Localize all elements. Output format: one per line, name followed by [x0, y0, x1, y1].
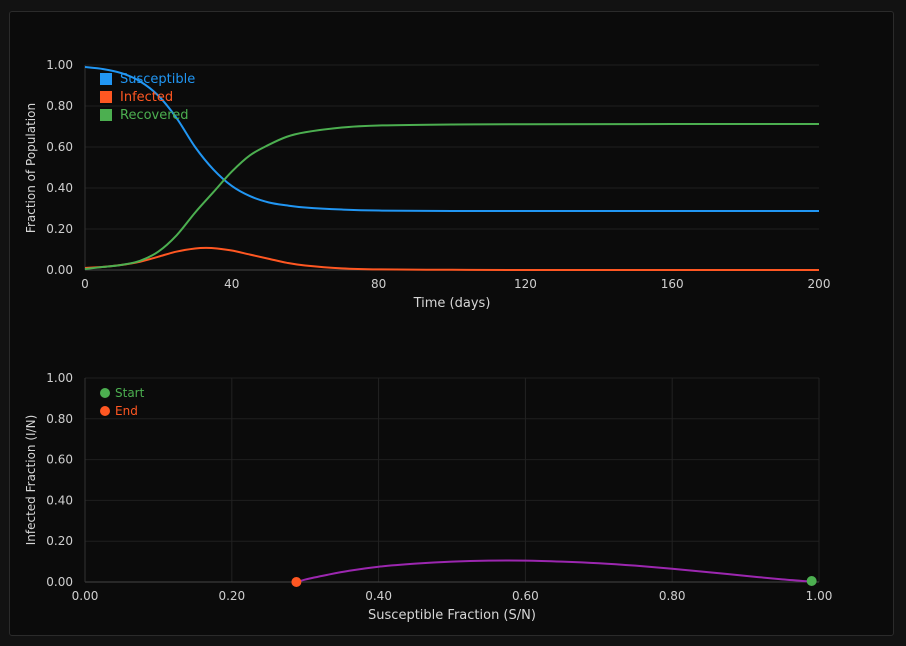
phase-plot-lines: [297, 559, 812, 583]
time-series-x-tick-label: 120: [514, 277, 537, 291]
phase-plot-x-ticks: 0.00 0.20 0.40 0.60 0.80 1.00: [72, 589, 833, 603]
series-line-infected: [84, 246, 820, 272]
phase-plot-y-tick-label: 0.80: [46, 412, 73, 426]
legend-label-end: End: [115, 404, 138, 418]
phase-plot-x-tick-label: 1.00: [806, 589, 833, 603]
time-series-x-tick-label: 40: [224, 277, 239, 291]
phase-plot-x-tick-label: 0.00: [72, 589, 99, 603]
series-line-trajectory: [297, 559, 812, 583]
phase-plot-x-tick-label: 0.20: [218, 589, 245, 603]
legend-swatch-susceptible: [100, 73, 112, 85]
time-series-x-tick-label: 160: [661, 277, 684, 291]
phase-plot-y-tick-label: 0.00: [46, 575, 73, 589]
time-series-chart: 0 40 80 120 160 200 0.000.200.400.600.801.00 …: [24, 58, 830, 311]
marker-end: [291, 577, 302, 587]
phase-plot-chart: 0.00 0.20 0.40 0.60 0.80 1.00 0.00 0.20 0.40 0.6…: [24, 371, 832, 623]
series-line-susceptible: [84, 66, 819, 212]
time-series-y-axis-title: Fraction of Population: [24, 103, 38, 233]
phase-plot-axes: [84, 378, 819, 583]
legend-label-recovered: Recovered: [120, 108, 189, 123]
time-series-y-tick-label: 0.80: [46, 99, 73, 113]
time-series-x-ticks: 0 40 80 120 160 200: [81, 277, 830, 291]
phase-plot-x-tick-label: 0.60: [512, 589, 539, 603]
phase-plot-legend[interactable]: Start End: [100, 386, 145, 418]
legend-marker-start: [100, 388, 110, 398]
phase-plot-x-tick-label: 0.40: [365, 589, 392, 603]
legend-swatch-infected: [100, 91, 112, 103]
time-series-y-tick-label: 1.00: [46, 58, 73, 72]
legend-marker-end: [100, 406, 110, 416]
time-series-y-tick-label: 0.40: [46, 181, 73, 195]
phase-plot-y-tick-label: 0.60: [46, 453, 73, 467]
legend-label-start: Start: [115, 386, 145, 400]
time-series-x-tick-label: 80: [371, 277, 386, 291]
phase-plot-x-axis-title: Susceptible Fraction (S/N): [368, 608, 536, 623]
time-series-x-axis-title: Time (days): [413, 296, 491, 311]
series-line-recovered: [84, 123, 820, 270]
time-series-legend[interactable]: Susceptible Infected Recovered: [100, 72, 195, 123]
time-series-y-tick-label: 0.00: [46, 263, 73, 277]
time-series-x-tick-label: 0: [81, 277, 89, 291]
marker-start: [806, 575, 817, 586]
phase-plot-y-tick-label: 0.40: [46, 493, 73, 507]
phase-plot-x-tick-label: 0.80: [659, 589, 686, 603]
time-series-grid: [85, 64, 819, 271]
legend-label-susceptible: Susceptible: [120, 72, 195, 87]
phase-plot-grid: [84, 377, 820, 583]
phase-plot-y-ticks: 0.00 0.20 0.40 0.60 0.80 1.00: [46, 371, 73, 589]
time-series-axes: [84, 65, 819, 271]
time-series-x-tick-label: 200: [808, 277, 831, 291]
chart-panel: [9, 11, 894, 636]
time-series-y-tick-label: 0.60: [46, 140, 73, 154]
phase-plot-y-tick-label: 1.00: [46, 371, 73, 385]
time-series-y-ticks: 0.00 0.20 0.40 0.60 0.80 1.00: [46, 58, 73, 277]
time-series-y-tick-label: 0.20: [46, 222, 73, 236]
legend-label-infected: Infected: [120, 90, 173, 105]
time-series-lines: [84, 66, 820, 272]
legend-swatch-recovered: [100, 109, 112, 121]
phase-plot-y-tick-label: 0.20: [46, 534, 73, 548]
phase-plot-y-axis-title: Infected Fraction (I/N): [24, 415, 38, 546]
phase-plot-markers: [291, 575, 817, 587]
